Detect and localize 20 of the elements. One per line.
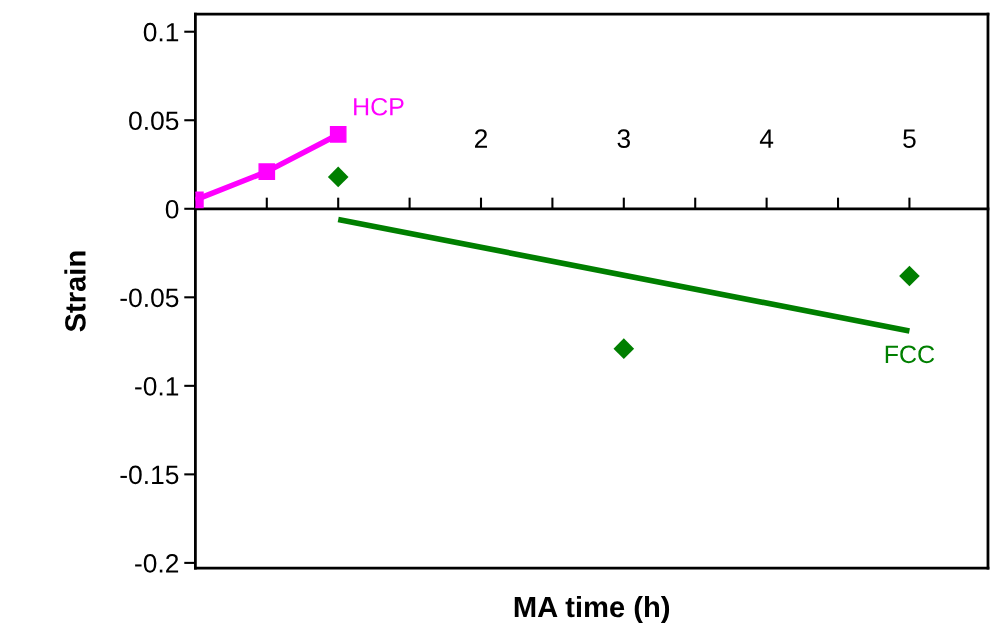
y-axis-title: Strain [64, 251, 86, 332]
point [613, 338, 635, 359]
x-tick-label: 3 [617, 129, 630, 149]
point [327, 166, 349, 188]
series-label: HCP [354, 97, 404, 116]
point [899, 265, 920, 287]
x-tick-label: 5 [903, 129, 916, 149]
y-tick-label: -0.2 [135, 554, 179, 573]
y-tick-label: -0.15 [120, 465, 179, 485]
point [258, 163, 276, 180]
x-tick-label: 2 [475, 129, 488, 148]
y-tick-label: 0.05 [129, 111, 179, 131]
y-tick-label: 0.1 [143, 22, 179, 42]
x-tick-label: 4 [759, 129, 774, 148]
x-axis-title: MA time (h) [514, 595, 670, 624]
y-tick-label: -0.1 [135, 376, 179, 396]
series-label: FCC [885, 345, 935, 364]
y-tick-label: -0.05 [120, 288, 179, 308]
y-tick-label: 0 [165, 199, 179, 219]
point [329, 126, 347, 143]
